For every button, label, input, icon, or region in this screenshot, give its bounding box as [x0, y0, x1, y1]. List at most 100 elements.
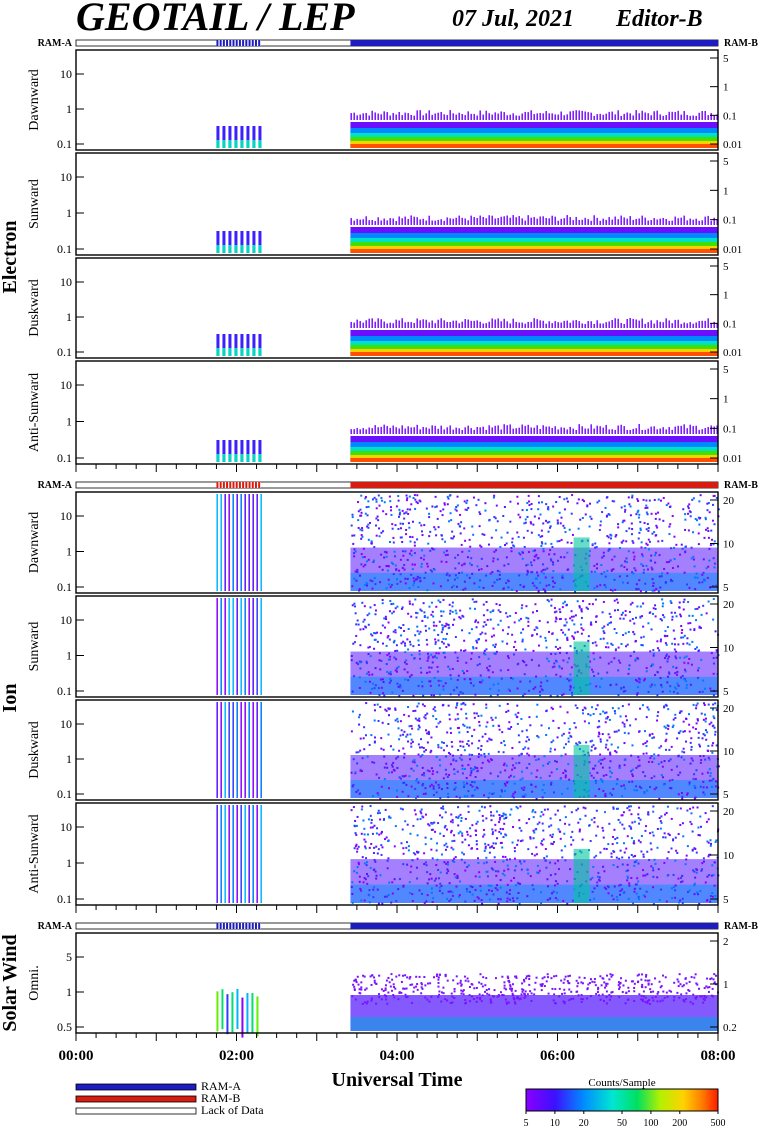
- spectrogram-speck: [648, 998, 651, 1001]
- spectrogram-speck: [642, 743, 645, 746]
- spectrogram-speck: [706, 576, 709, 579]
- spectrogram-speck: [699, 890, 702, 893]
- spectrogram-speck: [472, 646, 475, 649]
- spectrogram-speck: [610, 852, 613, 855]
- spectrogram-speck: [353, 534, 356, 537]
- spectrogram-speck: [677, 985, 680, 988]
- spectrogram-speck: [388, 681, 391, 684]
- spectrogram-column: [240, 140, 244, 148]
- spectrogram-speck: [681, 822, 684, 825]
- spectrogram-speck: [525, 822, 528, 825]
- spectrogram-speck: [677, 793, 680, 796]
- spectrogram-speck: [446, 114, 448, 120]
- spectrogram-speck: [518, 819, 521, 822]
- spectrogram-speck: [706, 977, 709, 980]
- spectrogram-speck: [682, 508, 685, 511]
- spectrogram-speck: [357, 861, 360, 864]
- spectrogram-speck: [514, 975, 517, 978]
- spectrogram-speck: [526, 571, 529, 574]
- spectrogram-column: [228, 126, 232, 148]
- spectrogram-speck: [619, 889, 622, 892]
- spectrogram-speck: [351, 710, 354, 713]
- spectrogram-speck: [363, 726, 366, 729]
- spectrogram-speck: [613, 850, 616, 853]
- spectrogram-speck: [651, 737, 654, 740]
- spectrogram-speck: [645, 670, 648, 673]
- spectrogram-speck: [493, 634, 496, 637]
- spectrogram-speck: [355, 790, 358, 793]
- spectrogram-speck: [469, 885, 472, 888]
- spectrogram-speck: [514, 640, 517, 643]
- spectrogram-speck: [388, 771, 391, 774]
- spectrogram-speck: [679, 983, 682, 986]
- spectrogram-speck: [641, 986, 644, 989]
- spectrogram-speck: [529, 875, 532, 878]
- spectrogram-speck: [413, 544, 416, 547]
- spectrogram-speck: [668, 786, 671, 789]
- spectrogram-speck: [379, 705, 382, 708]
- spectrogram-speck: [428, 110, 430, 120]
- spectrogram-speck: [644, 429, 646, 434]
- spectrogram-speck: [462, 588, 465, 591]
- spectrogram-speck: [622, 984, 625, 987]
- spectrogram-speck: [642, 771, 645, 774]
- spectrogram-speck: [389, 115, 391, 120]
- spectrogram-speck: [609, 588, 612, 591]
- spectrogram-speck: [416, 217, 418, 225]
- spectrogram-speck: [407, 845, 410, 848]
- spectrogram-speck: [376, 827, 379, 830]
- spectrogram-speck: [637, 588, 640, 591]
- spectrogram-speck: [609, 770, 612, 773]
- spectrogram-speck: [612, 807, 615, 810]
- spectrogram-column: [228, 805, 230, 903]
- spectrogram-speck: [489, 738, 492, 741]
- spectrogram-speck: [672, 629, 675, 632]
- spectrogram-speck: [564, 753, 567, 756]
- spectrogram-speck: [481, 985, 484, 988]
- spectrogram-speck: [407, 628, 410, 631]
- spectrogram-speck: [604, 646, 607, 649]
- spectrogram-speck: [391, 612, 394, 615]
- spectrogram-speck: [373, 638, 376, 641]
- spectrogram-speck: [634, 854, 637, 857]
- spectrogram-speck: [692, 703, 695, 706]
- spectrogram-speck: [707, 841, 710, 844]
- spectrogram-speck: [433, 879, 436, 882]
- spectrogram-speck: [641, 973, 644, 976]
- spectrogram-speck: [451, 537, 454, 540]
- spectrogram-speck: [605, 113, 607, 120]
- spectrogram-speck: [693, 558, 696, 561]
- spectrogram-speck: [656, 876, 659, 879]
- ram-tick: [245, 482, 248, 488]
- spectrogram-speck: [558, 540, 561, 543]
- spectrogram-speck: [456, 554, 459, 557]
- spectrogram-speck: [472, 794, 475, 797]
- spectrogram-speck: [378, 565, 381, 568]
- spectrogram-speck: [442, 992, 445, 995]
- spectrogram-speck: [396, 720, 399, 723]
- spectrogram-speck: [379, 874, 382, 877]
- x-axis-label: Universal Time: [332, 1069, 463, 1091]
- spectrogram-speck: [386, 867, 389, 870]
- spectrogram-speck: [401, 606, 404, 609]
- spectrogram-hotspot: [573, 537, 590, 591]
- spectrogram-speck: [553, 662, 556, 665]
- spectrogram-speck: [410, 865, 413, 868]
- spectrogram-speck: [698, 606, 701, 609]
- spectrogram-speck: [676, 978, 679, 981]
- spectrogram-column: [240, 702, 242, 798]
- spectrogram-speck: [412, 852, 415, 855]
- spectrogram-speck: [385, 513, 388, 516]
- spectrogram-speck: [476, 641, 479, 644]
- spectrogram-speck: [487, 543, 490, 546]
- spectrogram-speck: [412, 577, 415, 580]
- ram-tick: [248, 923, 251, 929]
- spectrogram-speck: [503, 790, 506, 793]
- spectrogram-speck: [601, 779, 604, 782]
- spectrogram-speck: [581, 498, 584, 501]
- spectrogram-speck: [613, 555, 616, 558]
- spectrogram-speck: [470, 652, 473, 655]
- spectrogram-speck: [541, 689, 544, 692]
- spectrogram-speck: [558, 666, 561, 669]
- spectrogram-speck: [368, 743, 371, 746]
